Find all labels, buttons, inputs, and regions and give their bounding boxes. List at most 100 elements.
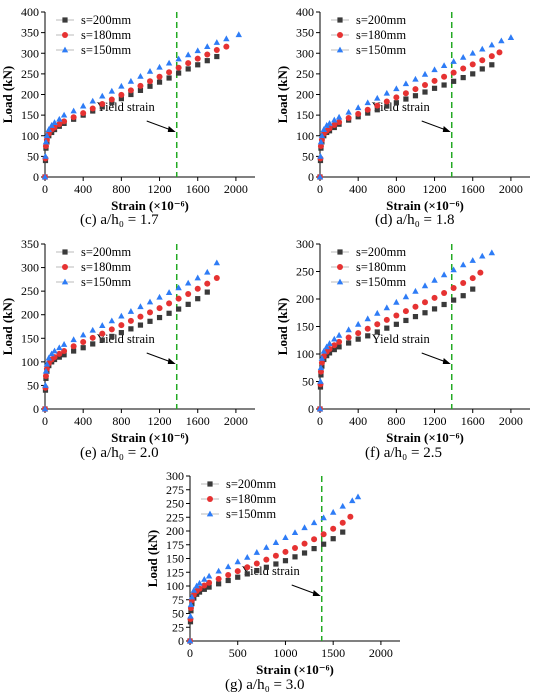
- series-s=200mm: [317, 62, 495, 180]
- x-tick-label: 400: [74, 182, 92, 196]
- data-point: [412, 75, 419, 82]
- data-point: [156, 63, 163, 70]
- legend-label: s=180mm: [356, 28, 406, 42]
- data-point: [175, 284, 182, 291]
- data-point: [374, 309, 381, 316]
- data-point: [311, 546, 317, 552]
- y-tick-label: 100: [296, 347, 314, 361]
- yield-arrow-head: [167, 358, 176, 364]
- data-point: [412, 86, 419, 93]
- data-point: [80, 345, 86, 351]
- data-point: [384, 325, 390, 331]
- data-point: [61, 352, 67, 358]
- data-point: [184, 279, 192, 286]
- data-point: [321, 541, 327, 547]
- x-axis-title: Strain (×10⁻⁶): [111, 430, 189, 445]
- data-point: [489, 62, 495, 68]
- chart-d: 0 50 100 150 200 250 300 350 400 0 400 800 1200 1600 2…: [275, 5, 530, 213]
- data-point: [42, 373, 49, 379]
- data-point: [244, 554, 251, 560]
- data-point: [374, 94, 381, 101]
- data-point: [118, 330, 124, 336]
- data-point: [402, 308, 409, 315]
- yield-arrow-head: [167, 126, 176, 132]
- yield-arrow-head: [312, 590, 321, 596]
- data-point: [292, 545, 298, 552]
- legend-marker: [61, 46, 69, 53]
- legend-marker: [337, 17, 343, 23]
- data-point: [244, 571, 250, 577]
- caption-d: (d) a/h₀ = 1.8: [375, 212, 455, 228]
- data-point: [374, 329, 380, 335]
- data-point: [45, 354, 53, 361]
- data-point: [470, 286, 476, 292]
- data-point: [147, 318, 153, 324]
- data-point: [89, 105, 96, 112]
- data-point: [118, 312, 125, 319]
- data-point: [204, 51, 211, 58]
- series-s=200mm: [42, 53, 220, 180]
- data-point: [56, 344, 63, 351]
- x-tick-label: 800: [387, 414, 405, 428]
- yield-strain-label: Yield strain: [372, 100, 431, 114]
- data-point: [403, 96, 409, 102]
- data-point: [349, 497, 356, 504]
- data-point: [301, 524, 308, 531]
- data-point: [99, 322, 106, 328]
- data-point: [450, 69, 457, 76]
- data-point: [185, 60, 192, 67]
- legend-label: s=180mm: [81, 260, 131, 274]
- data-point: [216, 581, 222, 587]
- legend-label: s=150mm: [81, 275, 131, 289]
- y-tick-label: 150: [166, 552, 184, 566]
- x-tick-label: 2000: [224, 182, 248, 196]
- data-point: [185, 301, 191, 307]
- y-tick-label: 400: [21, 5, 39, 19]
- data-point: [205, 572, 213, 579]
- data-point: [364, 315, 371, 322]
- legend-label: s=150mm: [356, 275, 406, 289]
- data-point: [291, 529, 299, 536]
- data-point: [354, 104, 362, 111]
- data-point: [127, 87, 134, 94]
- data-point: [43, 132, 51, 139]
- legend-marker: [62, 264, 68, 270]
- data-point: [440, 271, 448, 278]
- data-point: [330, 525, 337, 532]
- data-point: [80, 339, 87, 346]
- data-point: [254, 568, 260, 574]
- data-point: [213, 259, 221, 266]
- data-point: [292, 554, 298, 560]
- data-point: [488, 41, 496, 48]
- series-s=150mm: [41, 31, 242, 180]
- data-point: [185, 66, 191, 72]
- y-tick-label: 0: [178, 634, 184, 648]
- data-point: [70, 336, 77, 343]
- data-point: [204, 280, 211, 287]
- data-point: [316, 405, 324, 412]
- data-point: [470, 71, 476, 77]
- data-point: [326, 350, 333, 356]
- data-point: [234, 558, 241, 565]
- chart-e: 0 50 100 150 200 250 300 350 0 400 800 1200 1600 2000…: [0, 237, 255, 445]
- data-point: [187, 601, 195, 608]
- data-point: [311, 536, 318, 543]
- x-tick-label: 0: [42, 182, 48, 196]
- y-tick-label: 125: [166, 565, 184, 579]
- data-point: [118, 322, 125, 329]
- data-point: [206, 579, 213, 586]
- data-point: [451, 297, 457, 303]
- data-point: [201, 582, 208, 589]
- data-point: [166, 75, 172, 81]
- data-point: [166, 300, 173, 307]
- data-point: [354, 493, 362, 500]
- data-point: [190, 587, 198, 593]
- data-point: [469, 49, 476, 56]
- data-point: [282, 534, 289, 540]
- data-point: [70, 343, 77, 350]
- y-tick-label: 0: [308, 170, 314, 184]
- data-point: [99, 330, 106, 337]
- data-point: [204, 43, 211, 50]
- data-point: [498, 37, 505, 44]
